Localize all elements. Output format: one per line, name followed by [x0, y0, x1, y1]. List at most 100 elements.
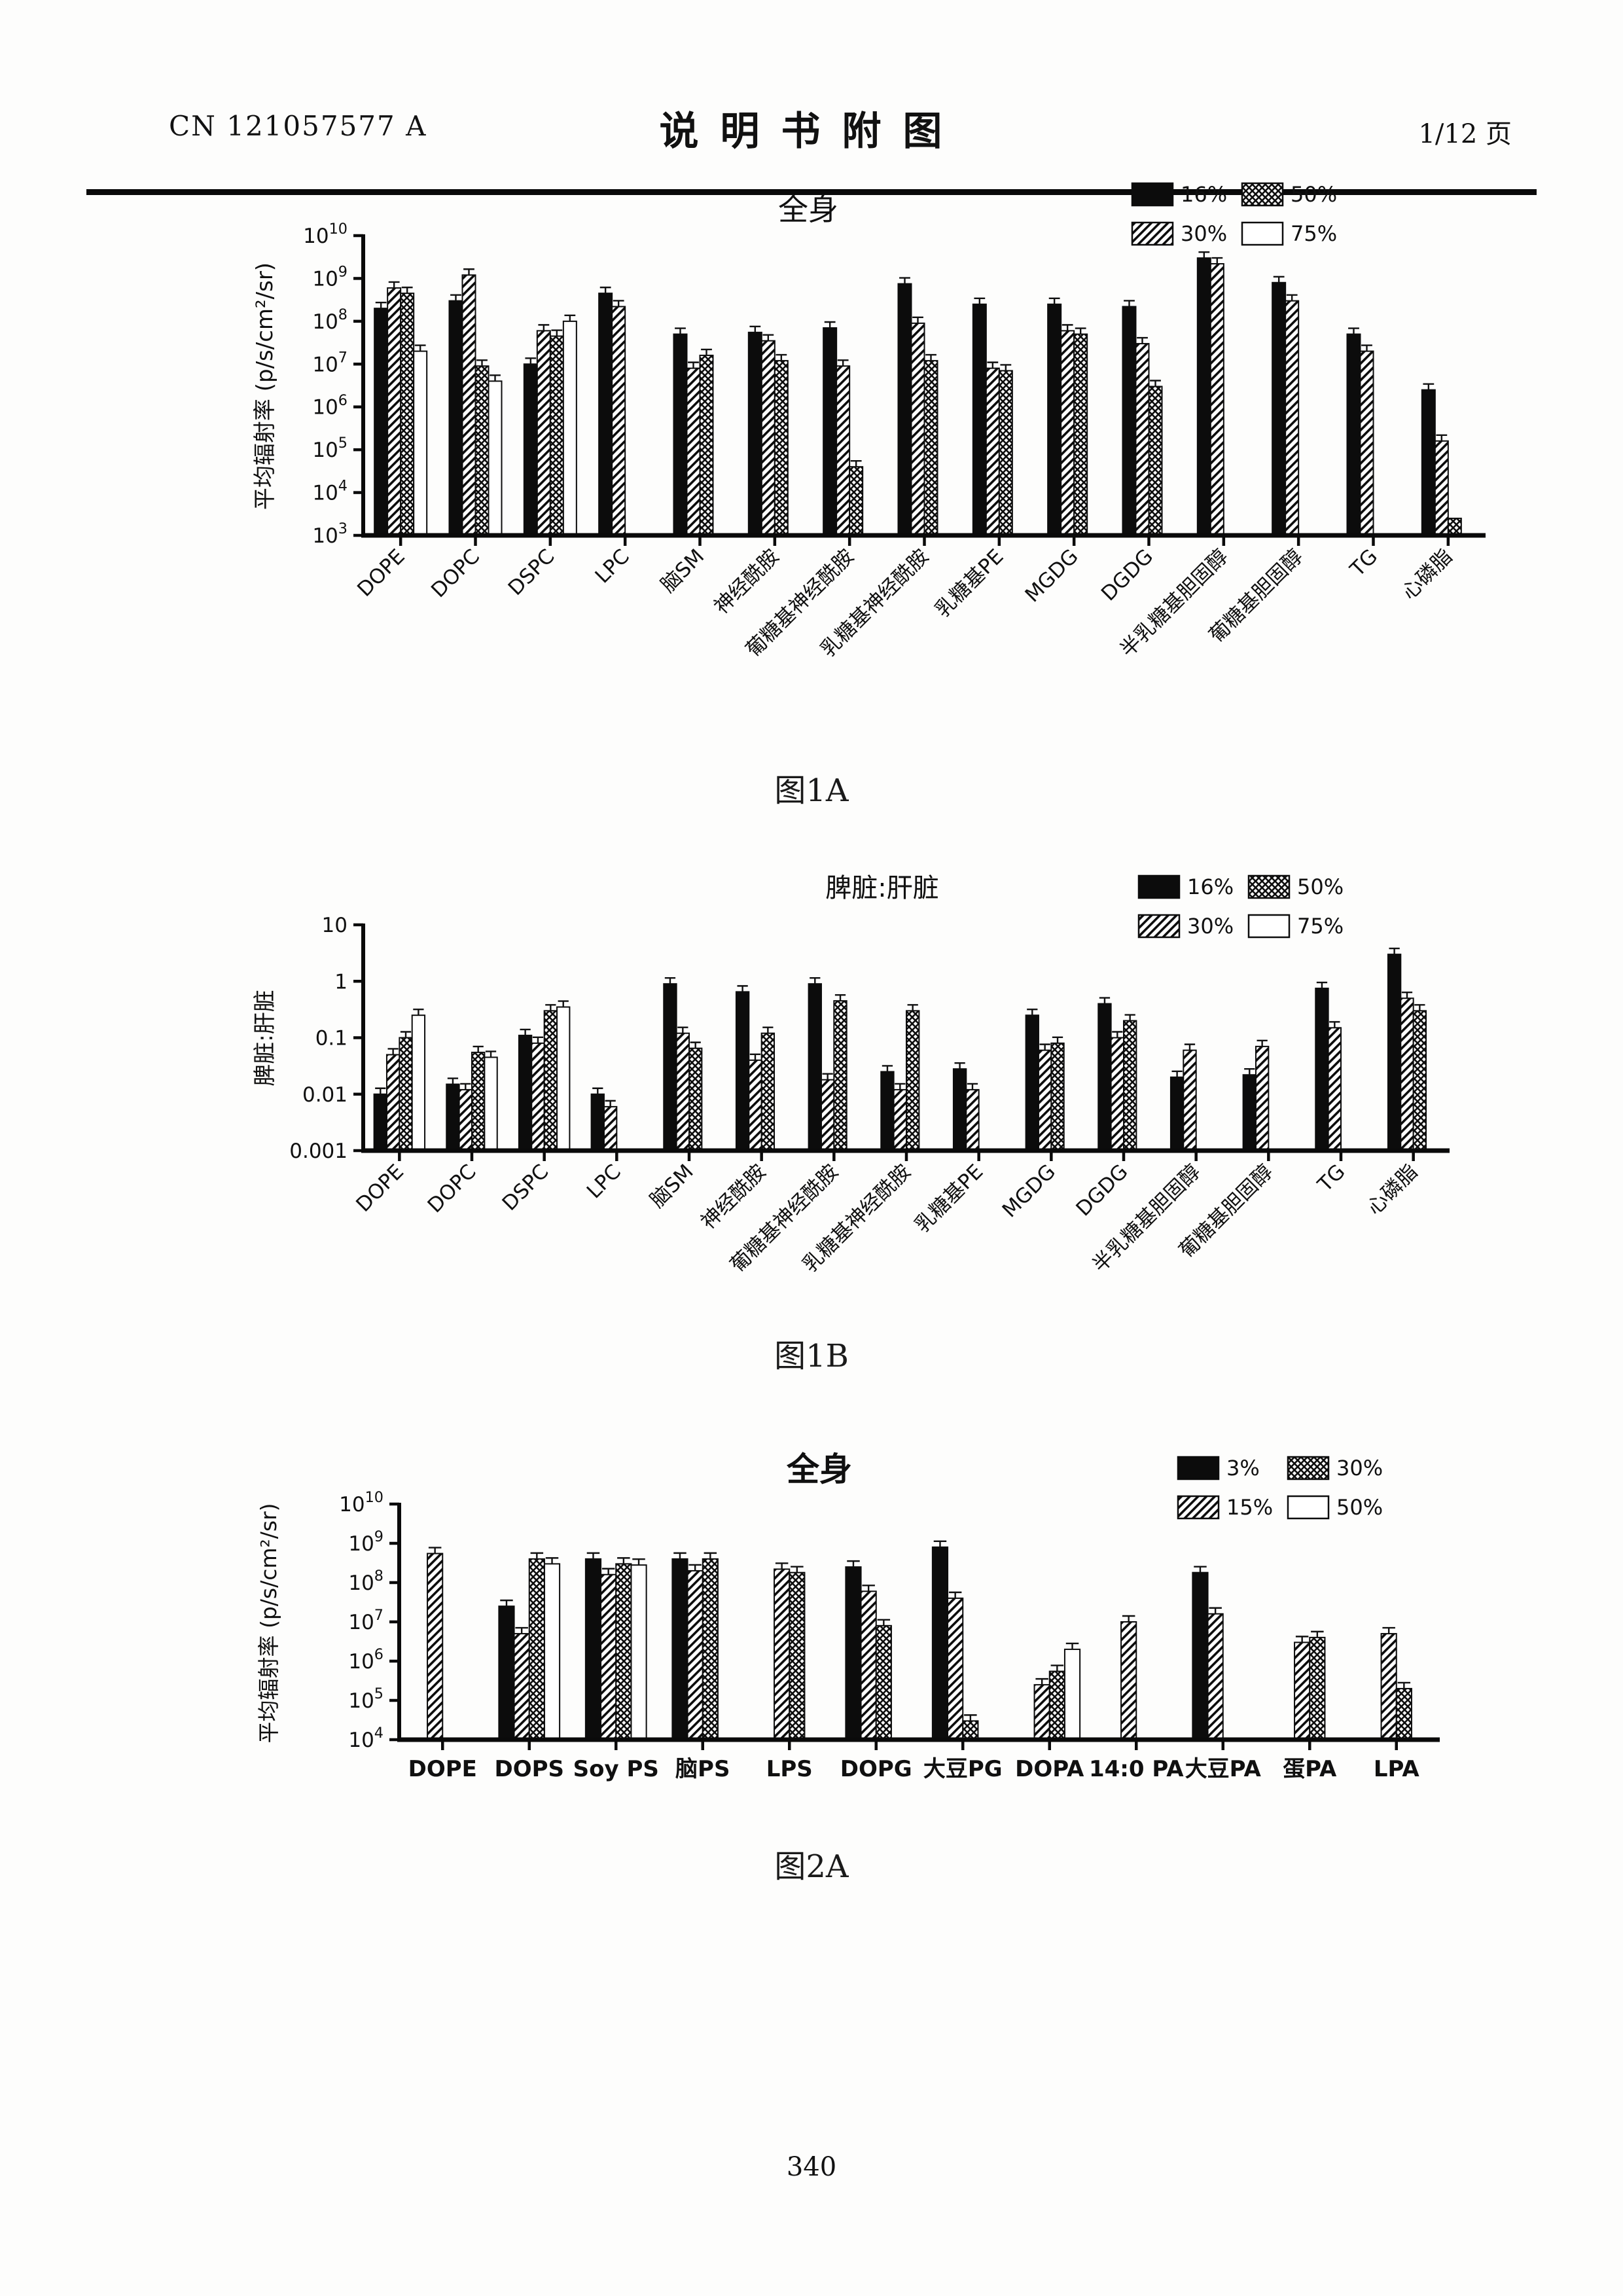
svg-text:DOPE: DOPE — [351, 1160, 408, 1217]
bar-fig1A-DGDG-30% — [1135, 343, 1150, 536]
bar-fig1B-DOPC-75% — [484, 1056, 498, 1152]
bar-fig1B-半乳糖基胆固醇-16% — [1169, 1076, 1185, 1151]
svg-text:15%: 15% — [1226, 1495, 1273, 1520]
svg-text:105: 105 — [348, 1685, 383, 1713]
svg-text:DSPC: DSPC — [504, 545, 560, 600]
svg-text:106: 106 — [348, 1646, 383, 1674]
svg-text:75%: 75% — [1291, 221, 1337, 246]
svg-text:1010: 1010 — [339, 1489, 383, 1516]
bar-fig2A-DOPG-30% — [875, 1624, 892, 1740]
bar-fig1A-LPC-16% — [598, 293, 613, 536]
bar-fig1A-DOPC-16% — [448, 300, 463, 537]
figure-1b-caption: 图1B — [774, 1338, 849, 1374]
bar-fig1A-DSPC-16% — [523, 363, 538, 536]
svg-text:0.01: 0.01 — [302, 1083, 348, 1107]
bar-fig2A-Soy PS-50% — [630, 1564, 647, 1740]
svg-text:神经酰胺: 神经酰胺 — [696, 1160, 770, 1234]
bar-fig1A-脑SM-50% — [699, 354, 714, 536]
bar-fig1A-葡糖基神经酰胺-30% — [836, 365, 851, 536]
svg-text:DOPC: DOPC — [427, 545, 484, 602]
svg-text:109: 109 — [312, 263, 348, 291]
svg-text:乳糖基PE: 乳糖基PE — [931, 545, 1008, 622]
bar-fig1A-DSPC-50% — [549, 335, 564, 536]
legend-swatch-3% — [1177, 1456, 1220, 1480]
bar-fig1A-乳糖基PE-30% — [985, 367, 1000, 536]
bar-fig1B-葡糖基神经酰胺-50% — [833, 1000, 847, 1151]
bar-fig1B-神经酰胺-50% — [760, 1032, 776, 1151]
bar-fig2A-DOPS-50% — [543, 1563, 561, 1741]
bar-fig1B-DSPC-30% — [531, 1042, 545, 1151]
bar-fig2A-DOPS-30% — [528, 1558, 545, 1740]
svg-text:16%: 16% — [1181, 182, 1227, 207]
bar-fig1A-MGDG-50% — [1073, 333, 1088, 536]
bar-fig1A-DSPC-75% — [562, 320, 577, 536]
bar-fig1B-DOPC-16% — [446, 1083, 460, 1152]
bar-fig1A-葡糖基胆固醇-30% — [1285, 300, 1300, 537]
svg-text:脑PS: 脑PS — [675, 1756, 730, 1782]
bar-fig1B-TG-30% — [1327, 1027, 1342, 1151]
bar-fig1A-神经酰胺-16% — [747, 331, 762, 536]
bar-fig1A-葡糖基神经酰胺-16% — [823, 327, 838, 536]
bar-fig1B-心磷脂-16% — [1387, 954, 1402, 1151]
svg-text:0.001: 0.001 — [289, 1139, 348, 1163]
bar-fig2A-DOPA-30% — [1048, 1670, 1065, 1741]
svg-text:大豆PG: 大豆PG — [923, 1756, 1003, 1782]
bar-fig1B-LPC-16% — [590, 1093, 605, 1151]
bar-fig1B-LPC-30% — [603, 1105, 618, 1152]
svg-text:108: 108 — [312, 306, 348, 334]
bar-fig2A-蛋PA-15% — [1294, 1641, 1311, 1740]
legend-swatch-50% — [1287, 1495, 1330, 1520]
svg-text:Soy PS: Soy PS — [573, 1756, 659, 1782]
figure-1a-caption: 图1A — [774, 772, 849, 809]
bar-fig1B-葡糖基神经酰胺-30% — [820, 1079, 835, 1152]
legend-swatch-16% — [1137, 874, 1181, 899]
bar-fig2A-大豆PG-3% — [931, 1546, 949, 1740]
bar-fig1A-DOPC-50% — [474, 365, 490, 536]
svg-text:大豆PA: 大豆PA — [1185, 1756, 1262, 1782]
svg-text:50%: 50% — [1336, 1495, 1383, 1520]
svg-text:全身: 全身 — [778, 192, 838, 227]
bar-fig1A-MGDG-16% — [1047, 303, 1062, 536]
svg-text:LPC: LPC — [591, 545, 634, 588]
bar-fig1B-脑SM-50% — [688, 1047, 703, 1151]
bar-fig1B-DOPE-75% — [411, 1014, 426, 1151]
bar-fig1A-心磷脂-16% — [1421, 389, 1436, 536]
svg-text:LPC: LPC — [582, 1160, 626, 1203]
page-number: 340 — [786, 2152, 837, 2182]
bar-fig1B-DGDG-16% — [1097, 1003, 1112, 1151]
bar-fig1A-MGDG-30% — [1060, 330, 1075, 537]
bar-fig1A-DOPE-30% — [387, 287, 402, 536]
bar-fig2A-LPA-15% — [1380, 1633, 1397, 1740]
bar-fig1B-脑SM-30% — [675, 1032, 690, 1151]
bar-fig1B-乳糖基神经酰胺-30% — [893, 1088, 907, 1152]
bar-fig1A-DSPC-30% — [536, 330, 551, 537]
svg-text:脑SM: 脑SM — [645, 1160, 698, 1212]
bar-fig1A-半乳糖基胆固醇-30% — [1209, 263, 1224, 536]
bar-fig1B-神经酰胺-30% — [748, 1059, 762, 1151]
legend-swatch-50% — [1241, 182, 1284, 207]
bar-fig1B-TG-16% — [1315, 988, 1329, 1151]
svg-text:1: 1 — [334, 970, 348, 994]
patent-number: CN 121057577 A — [169, 110, 427, 142]
legend-swatch-75% — [1247, 914, 1291, 939]
bar-fig1B-心磷脂-30% — [1400, 997, 1414, 1151]
bar-fig1B-DOPC-30% — [458, 1088, 473, 1152]
bar-fig1A-DGDG-16% — [1122, 306, 1137, 536]
bar-fig1B-乳糖基PE-30% — [965, 1088, 980, 1152]
svg-text:心磷脂: 心磷脂 — [1397, 545, 1457, 604]
svg-text:平均辐射率 (p/s/cm²/sr): 平均辐射率 (p/s/cm²/sr) — [256, 1503, 281, 1743]
svg-text:脑SM: 脑SM — [656, 545, 709, 597]
bar-fig1A-心磷脂-30% — [1434, 440, 1449, 536]
svg-text:脾脏:肝脏: 脾脏:肝脏 — [825, 873, 938, 903]
bar-fig1B-葡糖基胆固醇-30% — [1255, 1045, 1270, 1151]
svg-text:0.1: 0.1 — [315, 1027, 348, 1050]
bar-fig1A-神经酰胺-30% — [760, 340, 776, 537]
svg-text:14:0 PA: 14:0 PA — [1089, 1756, 1184, 1782]
bar-fig1A-TG-16% — [1346, 333, 1361, 536]
document-title: 说明书附图 — [659, 109, 964, 154]
bar-fig2A-大豆PG-15% — [947, 1597, 964, 1740]
bar-fig1A-DOPC-30% — [461, 274, 476, 536]
svg-text:30%: 30% — [1336, 1456, 1383, 1480]
svg-text:50%: 50% — [1297, 874, 1344, 899]
